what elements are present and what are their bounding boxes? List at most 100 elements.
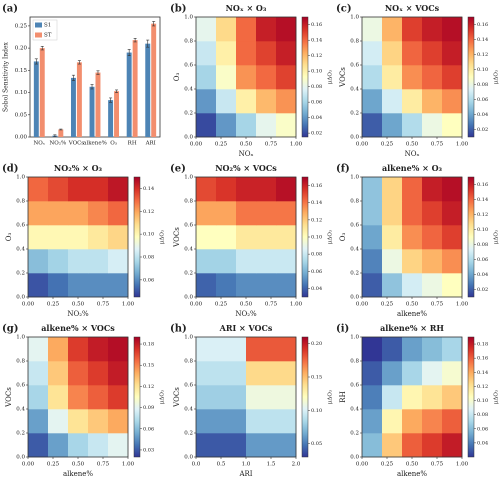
bar — [33, 61, 39, 137]
chart-title: NOₓ × O₃ — [226, 3, 267, 13]
heat-cell — [48, 225, 69, 250]
x-axis-label: NOₓ — [239, 150, 254, 158]
colorbar-tick-label: 0.16 — [311, 22, 322, 28]
y-tick-label: 0.0 — [184, 135, 193, 141]
colorbar-tick-label: 0.15 — [311, 375, 322, 381]
x-tick-label: 0.25 — [381, 462, 394, 468]
heat-cell — [236, 113, 257, 138]
y-tick-label: 0.6 — [350, 383, 359, 389]
colorbar-tick-label: 0.08 — [311, 252, 322, 258]
heat-cell — [28, 361, 49, 386]
heat-cell — [422, 113, 443, 138]
heat-cell — [246, 361, 297, 386]
error-bar — [146, 39, 150, 48]
y-tick-label: 1.0 — [184, 335, 193, 341]
heat-cell — [48, 409, 69, 434]
colorbar-tick-label: 0.12 — [311, 53, 322, 59]
heat-cell — [196, 177, 217, 202]
heat-cell — [362, 385, 383, 410]
heat-cell — [246, 433, 297, 458]
panel-label: (f) — [336, 164, 350, 175]
heat-cell — [196, 113, 217, 138]
x-axis-label: NOₓ — [405, 150, 420, 158]
colorbar-label: μΔO₃ — [160, 230, 166, 244]
y-tick-label: 0.8 — [184, 199, 193, 205]
colorbar-tick-label: 0.04 — [477, 440, 488, 446]
bar — [151, 23, 157, 138]
x-tick-label: 1.00 — [456, 302, 469, 308]
heat-cell — [382, 17, 403, 42]
colorbar-tick-label: 0.04 — [311, 286, 322, 292]
heat-cell — [442, 201, 463, 226]
error-bar — [40, 46, 44, 51]
chart-title: ARI × VOCs — [219, 323, 273, 333]
heat-cell — [442, 273, 463, 298]
colorbar-tick-label: 0.10 — [311, 69, 322, 75]
y-tick-label: 0.4 — [350, 247, 359, 253]
x-tick-label: 0.50 — [240, 142, 253, 148]
heat-cell — [442, 361, 463, 386]
heat-cell — [236, 65, 257, 90]
heat-cell — [236, 273, 257, 298]
chart-title: NO₂% × O₃ — [54, 163, 103, 173]
y-tick-label: 0.2 — [184, 271, 193, 277]
error-bar — [127, 49, 131, 56]
heat-cell — [256, 225, 277, 250]
y-tick-label: 0.2 — [350, 271, 359, 277]
colorbar-tick-label: 0.04 — [311, 115, 322, 121]
heat-cell — [28, 225, 49, 250]
panel-label: (g) — [2, 324, 18, 335]
x-tick-label: 0.00 — [356, 462, 369, 468]
x-tick-label: O₃ — [110, 141, 117, 147]
legend-swatch — [35, 32, 42, 38]
chart-title: alkene% × RH — [380, 323, 444, 333]
heat-cell — [48, 201, 69, 226]
bar — [89, 86, 95, 137]
heat-cell — [382, 273, 403, 298]
plot-frame — [29, 16, 161, 138]
x-axis-label: NO₂% — [235, 310, 257, 318]
heat-cell — [68, 249, 89, 274]
heat-cell — [48, 337, 69, 362]
panel-label: (a) — [2, 4, 18, 15]
heat-cell — [68, 201, 89, 226]
colorbar-tick-label: 0.16 — [477, 182, 488, 188]
chart-title: NO₂% × VOCs — [215, 163, 277, 173]
x-tick-label: 0.50 — [406, 462, 419, 468]
y-tick-label: 1.0 — [184, 175, 193, 181]
heat-cell — [276, 89, 297, 114]
colorbar-label: μΔO₃ — [328, 390, 334, 404]
colorbar-tick-label: 0.18 — [477, 342, 488, 348]
x-tick-label: 0.50 — [240, 302, 253, 308]
heat-cell — [88, 409, 109, 434]
colorbar-tick-label: 0.16 — [477, 22, 488, 28]
heat-cell — [442, 41, 463, 66]
heat-cell — [28, 201, 49, 226]
y-tick-label: 0.4 — [184, 247, 193, 253]
heat-cell — [422, 17, 443, 42]
x-tick-label: 0.50 — [72, 302, 85, 308]
y-tick-label: 0.25 — [15, 23, 28, 29]
heat-cell — [196, 273, 217, 298]
heat-cell — [216, 113, 237, 138]
x-tick-label: VOCs — [68, 141, 85, 147]
x-tick-label: 0.50 — [406, 142, 419, 148]
heat-cell — [48, 273, 69, 298]
y-axis-label: O₃ — [173, 73, 181, 82]
heat-cell — [442, 337, 463, 362]
heat-cell — [108, 385, 129, 410]
bar — [39, 48, 45, 137]
y-tick-label: 0.4 — [16, 247, 25, 253]
heat-cell — [48, 177, 69, 202]
x-tick-label: 0.25 — [47, 302, 60, 308]
heat-cell — [276, 113, 297, 138]
panel-label: (i) — [336, 324, 349, 335]
heat-cell — [108, 337, 129, 362]
heat-cell — [88, 249, 109, 274]
heat-cell — [362, 89, 383, 114]
heat-cell — [442, 385, 463, 410]
y-tick-label: 0.4 — [184, 407, 193, 413]
panel-label: (e) — [170, 164, 186, 175]
heat-cell — [236, 89, 257, 114]
heat-cell — [362, 225, 383, 250]
